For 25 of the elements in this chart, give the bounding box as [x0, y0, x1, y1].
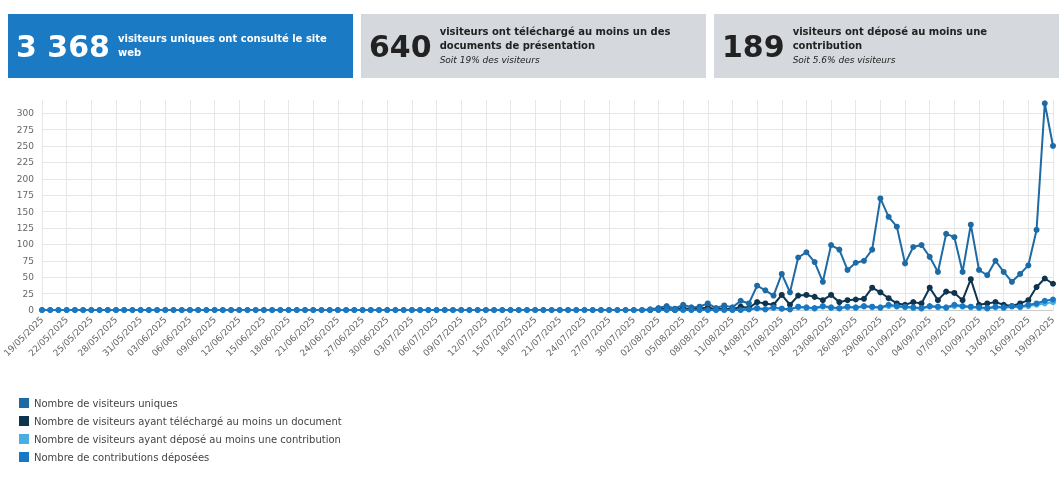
y-tick-label: 50 — [22, 272, 35, 283]
text: 3 368 — [16, 28, 110, 64]
legend-label: Nombre de visiteurs ayant téléchargé au moins un document — [34, 415, 342, 427]
text: Soit 19% des visiteurs — [439, 54, 541, 67]
legend-label: Nombre de contributions déposées — [34, 451, 210, 463]
text: visiteurs ont téléchargé au moins un des documents de présentation — [439, 25, 672, 53]
text: visiteurs uniques ont consulté le site web — [117, 32, 328, 60]
y-tick-label: 150 — [16, 206, 35, 217]
text: Soit 5.6% des visiteurs — [792, 54, 897, 67]
y-tick-label: 175 — [16, 190, 34, 201]
y-tick-label: 275 — [16, 124, 34, 135]
legend-label: Nombre de visiteurs uniques — [34, 397, 178, 409]
y-tick-label: 75 — [22, 255, 34, 266]
y-tick-label: 0 — [28, 305, 35, 315]
y-tick-label: 250 — [16, 140, 35, 151]
y-tick-label: 300 — [16, 108, 35, 119]
y-tick-label: 125 — [16, 222, 34, 233]
legend-label: Nombre de visiteurs ayant déposé au moins une contribution — [34, 433, 341, 445]
y-tick-label: 25 — [22, 288, 34, 299]
y-tick-label: 200 — [16, 173, 35, 184]
text: 189 — [722, 28, 785, 64]
y-tick-label: 100 — [16, 239, 35, 250]
text: 640 — [369, 28, 432, 64]
text: visiteurs ont déposé au moins une contribution — [792, 25, 989, 53]
y-tick-label: 225 — [16, 157, 34, 168]
